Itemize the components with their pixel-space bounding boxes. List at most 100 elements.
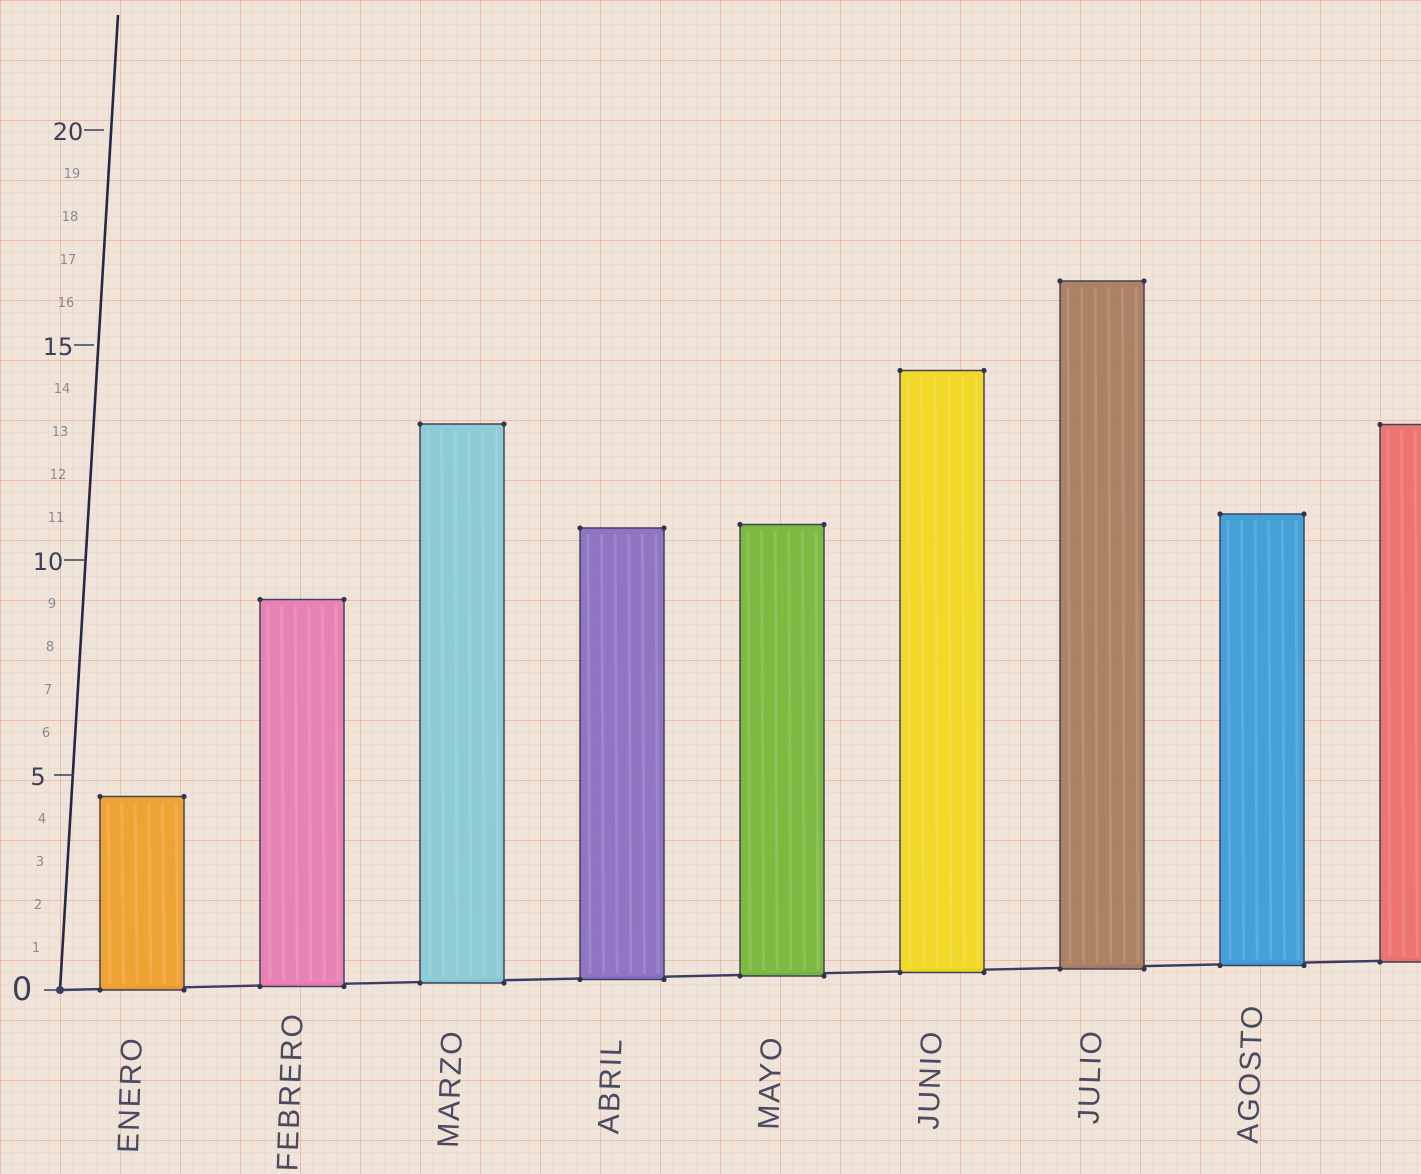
bar-corner-dot — [661, 525, 667, 531]
bar-texture — [1386, 430, 1392, 957]
bar-texture — [1120, 286, 1126, 964]
y-tick-minor-14: 14 — [54, 382, 71, 397]
bar-corner-dot — [1301, 511, 1307, 517]
x-category-agosto: AGOSTO — [1232, 1003, 1270, 1144]
bar-rect — [259, 598, 345, 988]
bar-corner-dot — [257, 983, 263, 990]
bar-texture — [147, 802, 153, 985]
y-tick-minor-9: 9 — [48, 597, 56, 612]
bar-texture — [1267, 519, 1273, 960]
bar-rect — [739, 523, 825, 977]
bar-texture — [467, 429, 473, 978]
y-tick-major-5: 5 — [30, 763, 45, 791]
bar-texture — [266, 605, 272, 981]
bar-texture — [746, 530, 752, 971]
bar-marzo — [417, 421, 507, 986]
bar-texture — [654, 533, 660, 974]
bar-corner-dot — [737, 521, 743, 528]
bar-corner-dot — [1141, 966, 1147, 972]
bar-texture — [174, 802, 180, 985]
bar-corner-dot — [181, 793, 187, 800]
y-tick-minor-4: 4 — [38, 812, 46, 827]
y-tick-major-0: 0 — [12, 970, 32, 1008]
bar-corner-dot — [1377, 959, 1383, 965]
bar-texture — [1400, 430, 1406, 957]
y-tick-minor-16: 16 — [58, 296, 75, 311]
bar-texture — [120, 802, 126, 985]
bar-corner-dot — [97, 793, 103, 800]
bar-texture — [453, 429, 459, 978]
bar-abril — [577, 525, 667, 983]
bar-corner-dot — [577, 976, 583, 983]
bar-corner-dot — [341, 596, 347, 603]
bar-enero — [97, 793, 187, 993]
bar-texture — [280, 605, 286, 981]
bar-corner-dot — [981, 969, 987, 976]
bar-corner-dot — [257, 596, 263, 603]
y-tick-minor-17: 17 — [60, 253, 77, 268]
bar-texture — [133, 802, 139, 985]
bar-corner-dot — [1057, 278, 1063, 284]
x-category-febrero: FEBRERO — [271, 1012, 310, 1172]
bar-texture — [1134, 286, 1140, 964]
bar-texture — [494, 429, 500, 978]
bar-agosto — [1217, 511, 1307, 969]
bar-texture — [1107, 286, 1113, 964]
bar-rect — [99, 795, 185, 991]
bar-texture — [106, 802, 112, 985]
bar-corner-dot — [97, 987, 103, 993]
x-category-enero: ENERO — [112, 1036, 149, 1154]
bar-texture — [160, 802, 166, 985]
y-tick-minor-13: 13 — [52, 425, 69, 440]
bar-corner-dot — [661, 976, 667, 983]
bar-texture — [1413, 430, 1419, 957]
y-tick-minor-19: 19 — [64, 167, 81, 182]
bar-texture — [613, 533, 619, 974]
bar-texture — [586, 533, 592, 974]
bar-corner-dot — [981, 367, 987, 374]
bar-texture — [1226, 519, 1232, 960]
bar-texture — [960, 376, 966, 967]
x-category-mayo: MAYO — [752, 1035, 788, 1130]
bar-texture — [600, 533, 606, 974]
bar-corner-dot — [501, 421, 507, 427]
bar-texture — [974, 376, 980, 967]
bar-corner-dot — [821, 521, 827, 528]
y-axis-line — [58, 14, 120, 991]
bar-texture — [814, 530, 820, 971]
bar-corner-dot — [821, 973, 827, 979]
bar-julio — [1057, 278, 1147, 972]
y-tick-minor-1: 1 — [32, 941, 40, 956]
bar-corner-dot — [1141, 278, 1147, 284]
bar-corner-dot — [1217, 962, 1223, 969]
bar-texture — [640, 533, 646, 974]
bar-unlabeled — [1377, 421, 1421, 965]
x-axis-categories: ENERO FEBRERO MARZO ABRIL MAYO JUNIO JULIO AGOS… — [112, 1003, 1269, 1171]
bar-texture — [1080, 286, 1086, 964]
bar-texture — [334, 605, 340, 981]
bar-texture — [480, 429, 486, 978]
bar-texture — [1253, 519, 1259, 960]
bar-texture — [906, 376, 912, 967]
bar-texture — [1093, 286, 1099, 964]
y-tick-minor-18: 18 — [62, 210, 79, 225]
bar-texture — [440, 429, 446, 978]
bar-rect — [1379, 423, 1421, 963]
x-category-abril: ABRIL — [592, 1037, 628, 1135]
bar-rect — [1059, 280, 1145, 970]
bar-junio — [897, 367, 987, 976]
bar-texture — [1066, 286, 1072, 964]
bar-texture — [760, 530, 766, 971]
bar-corner-dot — [897, 969, 903, 976]
x-category-marzo: MARZO — [432, 1029, 469, 1148]
bar-texture — [426, 429, 432, 978]
bar-corner-dot — [181, 987, 187, 993]
bar-rect — [899, 369, 985, 974]
bar-rect — [579, 527, 665, 981]
bar-texture — [787, 530, 793, 971]
bar-texture — [1240, 519, 1246, 960]
